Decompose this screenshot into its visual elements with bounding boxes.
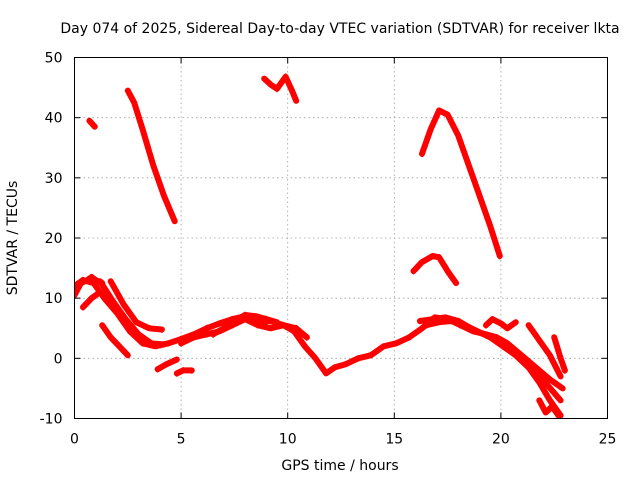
series-track-9-scatter xyxy=(109,281,164,333)
series-track-3-scatter xyxy=(262,73,298,101)
y-tick-label: -10 xyxy=(40,412,63,428)
series-track-20-scatter xyxy=(537,400,560,416)
series-track-17-scatter xyxy=(424,318,563,416)
series-track-2-scatter xyxy=(126,90,177,221)
series-track-15-scatter xyxy=(211,311,279,338)
y-axis-label: SDTVAR / TECUs xyxy=(5,181,21,296)
series-track-21-scatter xyxy=(552,337,567,374)
series-track-19-scatter xyxy=(527,325,563,377)
x-tick-label: 0 xyxy=(70,432,79,448)
series-track-4-scatter xyxy=(420,110,502,260)
y-tick-label: 30 xyxy=(45,171,63,187)
y-tick-label: 0 xyxy=(54,351,63,367)
chart-title: Day 074 of 2025, Sidereal Day-to-day VTE… xyxy=(60,21,619,37)
series-track-12-scatter xyxy=(156,359,179,373)
grid xyxy=(74,57,608,419)
series-track-18-scatter xyxy=(484,315,518,329)
x-tick-label: 25 xyxy=(599,432,617,448)
series-track-10-scatter xyxy=(81,292,102,311)
series-track-13-scatter xyxy=(175,367,194,377)
y-tick-label: 20 xyxy=(45,231,63,247)
series-track-5-scatter xyxy=(412,254,458,283)
x-tick-label: 10 xyxy=(279,432,297,448)
x-axis-label: GPS time / hours xyxy=(281,458,398,474)
y-tick-label: 10 xyxy=(45,291,63,307)
x-tick-label: 5 xyxy=(177,432,186,448)
series-track-11-scatter xyxy=(100,325,130,355)
y-tick-label: 50 xyxy=(45,51,63,67)
series-track-8-scatter xyxy=(98,281,166,347)
series-layer xyxy=(74,73,568,419)
y-tick-label: 40 xyxy=(45,111,63,127)
series-track-1-scatter xyxy=(87,121,97,127)
x-tick-label: 20 xyxy=(492,432,510,448)
ticks: 0 5 10 15 20 25 -10 0 10 20 30 40 50 xyxy=(40,51,617,448)
x-tick-label: 15 xyxy=(385,432,403,448)
